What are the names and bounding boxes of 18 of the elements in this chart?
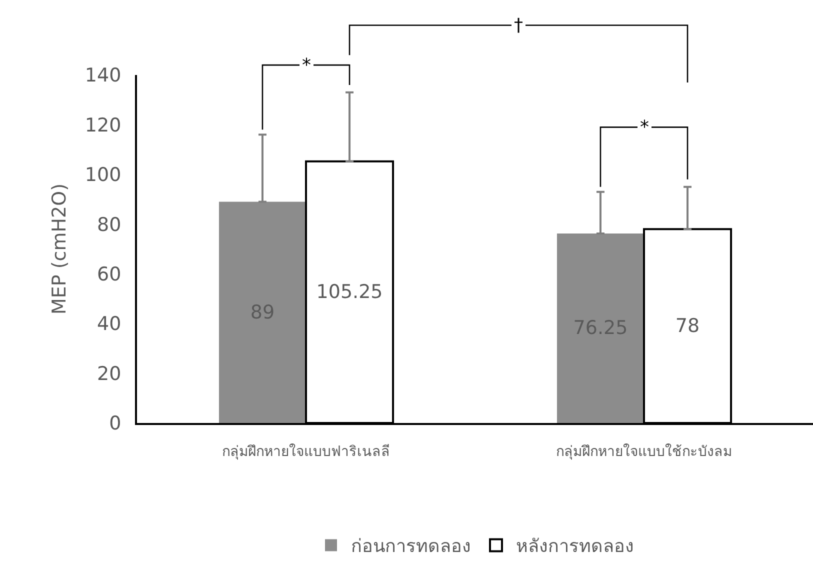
x-tick-label: กลุ่มฝึกหายใจแบบใช้กะบังลม [556,442,732,460]
y-axis-title: MEP (cmH2O) [48,183,70,315]
text: † [514,15,523,36]
y-tick-label: 120 [84,114,122,136]
x-tick-label: กลุ่มฝึกหายใจแบบฟาริเนลลี [222,442,390,460]
y-tick-label: 20 [97,362,122,385]
data-label: 105.25 [316,281,383,304]
annotation: * [302,55,311,76]
y-tick-label: 100 [84,164,122,186]
data-label: 78 [675,315,700,338]
legend-label: ก่อนการทดลอง [351,536,471,558]
y-tick-label: 140 [84,64,122,87]
annotation: * [640,117,649,138]
legend-label: หลังการทดลอง [516,536,634,558]
y-tick-label: 60 [97,264,122,286]
y-tick-label: 40 [97,313,122,336]
y-tick-label: 80 [97,214,122,236]
y-tick-label: 0 [109,412,122,435]
